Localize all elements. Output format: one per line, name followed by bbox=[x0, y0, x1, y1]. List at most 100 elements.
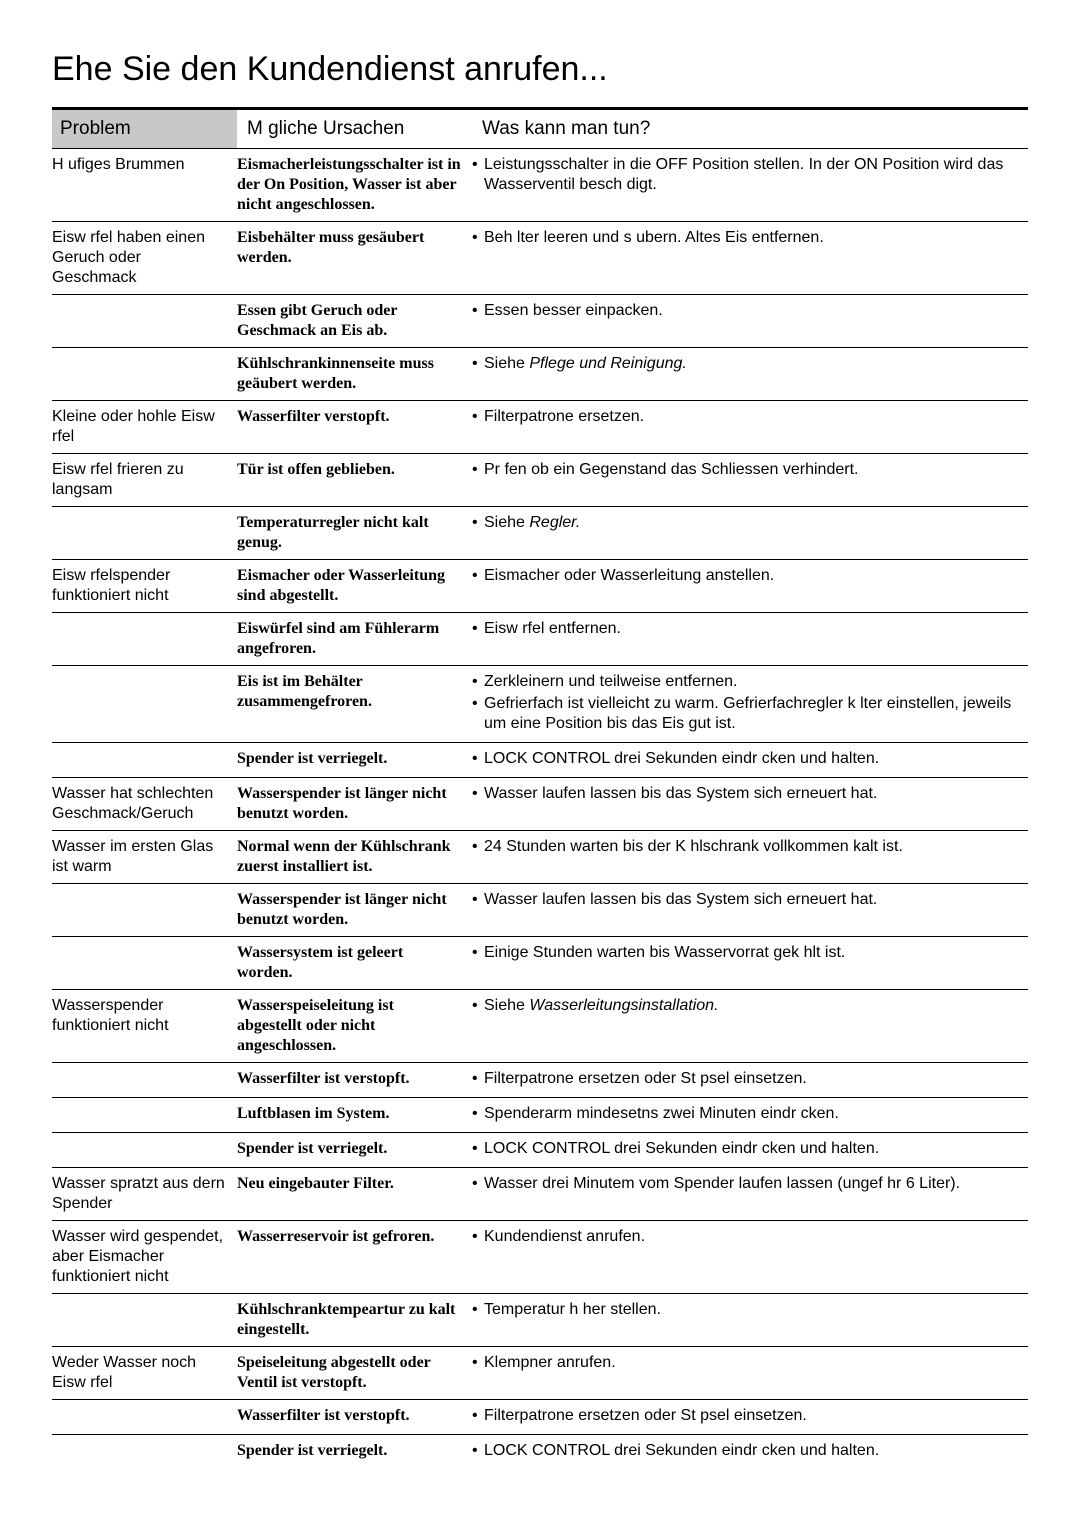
table-row: Eisw rfelspender funktioniert nichtEisma… bbox=[52, 560, 1028, 613]
cause-cell: Wasserfilter ist verstopft. bbox=[237, 1400, 472, 1435]
problem-cell: Wasser spratzt aus dern Spender bbox=[52, 1168, 237, 1221]
cause-cell: Spender ist verriegelt. bbox=[237, 1435, 472, 1470]
action-item: Essen besser einpacken. bbox=[472, 301, 1018, 321]
action-cell: Spenderarm mindesetns zwei Minuten eindr… bbox=[472, 1098, 1028, 1133]
action-item: LOCK CONTROL drei Sekunden eindr cken un… bbox=[472, 1139, 1018, 1159]
table-row: Essen gibt Geruch oder Geschmack an Eis … bbox=[52, 295, 1028, 348]
action-item: Filterpatrone ersetzen. bbox=[472, 407, 1018, 427]
action-list: Pr fen ob ein Gegenstand das Schliessen … bbox=[472, 460, 1018, 480]
cause-cell: Tür ist offen geblieben. bbox=[237, 454, 472, 507]
problem-cell bbox=[52, 348, 237, 401]
action-list: Temperatur h her stellen. bbox=[472, 1300, 1018, 1320]
action-list: LOCK CONTROL drei Sekunden eindr cken un… bbox=[472, 1441, 1018, 1461]
cause-cell: Eismacherleistungsschalter ist in der On… bbox=[237, 149, 472, 222]
action-cell: Pr fen ob ein Gegenstand das Schliessen … bbox=[472, 454, 1028, 507]
action-list: Beh lter leeren und s ubern. Altes Eis e… bbox=[472, 228, 1018, 248]
problem-cell bbox=[52, 1294, 237, 1347]
action-item: 24 Stunden warten bis der K hlschrank vo… bbox=[472, 837, 1018, 857]
problem-cell bbox=[52, 884, 237, 937]
cause-cell: Luftblasen im System. bbox=[237, 1098, 472, 1133]
action-cell: 24 Stunden warten bis der K hlschrank vo… bbox=[472, 831, 1028, 884]
action-cell: Siehe Regler. bbox=[472, 507, 1028, 560]
action-list: Wasser drei Minutem vom Spender laufen l… bbox=[472, 1174, 1018, 1194]
action-cell: Essen besser einpacken. bbox=[472, 295, 1028, 348]
action-cell: Eisw rfel entfernen. bbox=[472, 613, 1028, 666]
action-list: Filterpatrone ersetzen oder St psel eins… bbox=[472, 1406, 1018, 1426]
page-title: Ehe Sie den Kundendienst anrufen... bbox=[52, 50, 1028, 89]
problem-cell: Eisw rfel haben einen Geruch oder Geschm… bbox=[52, 222, 237, 295]
table-row: Wasserfilter ist verstopft.Filterpatrone… bbox=[52, 1063, 1028, 1098]
action-cell: Eismacher oder Wasserleitung anstellen. bbox=[472, 560, 1028, 613]
action-cell: Zerkleinern und teilweise entfernen.Gefr… bbox=[472, 666, 1028, 743]
table-row: Kühlschrankinnenseite muss geäubert werd… bbox=[52, 348, 1028, 401]
action-list: Siehe Pflege und Reinigung. bbox=[472, 354, 1018, 374]
action-item: Kundendienst anrufen. bbox=[472, 1227, 1018, 1247]
problem-cell bbox=[52, 1063, 237, 1098]
problem-cell bbox=[52, 1098, 237, 1133]
table-row: H ufiges BrummenEismacherleistungsschalt… bbox=[52, 149, 1028, 222]
action-cell: Wasser laufen lassen bis das System sich… bbox=[472, 778, 1028, 831]
action-item: Eisw rfel entfernen. bbox=[472, 619, 1018, 639]
action-item: Filterpatrone ersetzen oder St psel eins… bbox=[472, 1406, 1018, 1426]
problem-cell bbox=[52, 507, 237, 560]
table-row: Weder Wasser noch Eisw rfelSpeiseleitung… bbox=[52, 1347, 1028, 1400]
cause-cell: Spender ist verriegelt. bbox=[237, 743, 472, 778]
table-row: Wassersystem ist geleert worden.Einige S… bbox=[52, 937, 1028, 990]
table-row: Wasser hat schlechten Geschmack/GeruchWa… bbox=[52, 778, 1028, 831]
action-cell: Siehe Pflege und Reinigung. bbox=[472, 348, 1028, 401]
action-cell: Filterpatrone ersetzen oder St psel eins… bbox=[472, 1063, 1028, 1098]
action-list: 24 Stunden warten bis der K hlschrank vo… bbox=[472, 837, 1018, 857]
action-item: Leistungsschalter in die OFF Position st… bbox=[472, 155, 1018, 195]
table-row: Spender ist verriegelt.LOCK CONTROL drei… bbox=[52, 1435, 1028, 1470]
table-row: Wasser spratzt aus dern SpenderNeu einge… bbox=[52, 1168, 1028, 1221]
problem-cell bbox=[52, 295, 237, 348]
action-list: LOCK CONTROL drei Sekunden eindr cken un… bbox=[472, 1139, 1018, 1159]
action-cell: Kundendienst anrufen. bbox=[472, 1221, 1028, 1294]
cause-cell: Normal wenn der Kühlschrank zuerst insta… bbox=[237, 831, 472, 884]
table-row: Luftblasen im System.Spenderarm mindeset… bbox=[52, 1098, 1028, 1133]
cause-cell: Wasserfilter ist verstopft. bbox=[237, 1063, 472, 1098]
action-list: Einige Stunden warten bis Wasservorrat g… bbox=[472, 943, 1018, 963]
problem-cell bbox=[52, 666, 237, 743]
action-item: Wasser drei Minutem vom Spender laufen l… bbox=[472, 1174, 1018, 1194]
cause-cell: Kühlschranktempeartur zu kalt eingestell… bbox=[237, 1294, 472, 1347]
cause-cell: Temperaturregler nicht kalt genug. bbox=[237, 507, 472, 560]
cause-cell: Wasserspender ist länger nicht benutzt w… bbox=[237, 778, 472, 831]
table-row: Temperaturregler nicht kalt genug.Siehe … bbox=[52, 507, 1028, 560]
cause-cell: Essen gibt Geruch oder Geschmack an Eis … bbox=[237, 295, 472, 348]
table-row: Eisw rfel haben einen Geruch oder Geschm… bbox=[52, 222, 1028, 295]
action-cell: Wasser drei Minutem vom Spender laufen l… bbox=[472, 1168, 1028, 1221]
cause-cell: Spender ist verriegelt. bbox=[237, 1133, 472, 1168]
cause-cell: Neu eingebauter Filter. bbox=[237, 1168, 472, 1221]
problem-cell: H ufiges Brummen bbox=[52, 149, 237, 222]
table-row: Wasser wird gespendet, aber Eismacher fu… bbox=[52, 1221, 1028, 1294]
action-item: Klempner anrufen. bbox=[472, 1353, 1018, 1373]
action-list: Wasser laufen lassen bis das System sich… bbox=[472, 784, 1018, 804]
problem-cell bbox=[52, 937, 237, 990]
action-item: Einige Stunden warten bis Wasservorrat g… bbox=[472, 943, 1018, 963]
action-cell: Siehe Wasserleitungsinstallation. bbox=[472, 990, 1028, 1063]
cause-cell: Wasserspeiseleitung ist abgestellt oder … bbox=[237, 990, 472, 1063]
problem-cell: Wasserspender funktioniert nicht bbox=[52, 990, 237, 1063]
action-cell: Wasser laufen lassen bis das System sich… bbox=[472, 884, 1028, 937]
action-list: Leistungsschalter in die OFF Position st… bbox=[472, 155, 1018, 195]
cause-cell: Eis ist im Behälter zusammengefroren. bbox=[237, 666, 472, 743]
table-row: Spender ist verriegelt.LOCK CONTROL drei… bbox=[52, 1133, 1028, 1168]
table-row: Wasser im ersten Glas ist warmNormal wen… bbox=[52, 831, 1028, 884]
action-item: Beh lter leeren und s ubern. Altes Eis e… bbox=[472, 228, 1018, 248]
cause-cell: Eisbehälter muss gesäubert werden. bbox=[237, 222, 472, 295]
table-row: Kleine oder hohle Eisw rfelWasserfilter … bbox=[52, 401, 1028, 454]
problem-cell: Wasser im ersten Glas ist warm bbox=[52, 831, 237, 884]
problem-cell: Weder Wasser noch Eisw rfel bbox=[52, 1347, 237, 1400]
action-list: Eismacher oder Wasserleitung anstellen. bbox=[472, 566, 1018, 586]
cause-cell: Speiseleitung abgestellt oder Ventil ist… bbox=[237, 1347, 472, 1400]
action-list: Wasser laufen lassen bis das System sich… bbox=[472, 890, 1018, 910]
action-item: Pr fen ob ein Gegenstand das Schliessen … bbox=[472, 460, 1018, 480]
table-body: H ufiges BrummenEismacherleistungsschalt… bbox=[52, 149, 1028, 1470]
problem-cell bbox=[52, 743, 237, 778]
action-list: Klempner anrufen. bbox=[472, 1353, 1018, 1373]
header-problem: Problem bbox=[52, 110, 237, 149]
problem-cell: Eisw rfel frieren zu langsam bbox=[52, 454, 237, 507]
problem-cell bbox=[52, 1400, 237, 1435]
cause-cell: Wasserfilter verstopft. bbox=[237, 401, 472, 454]
